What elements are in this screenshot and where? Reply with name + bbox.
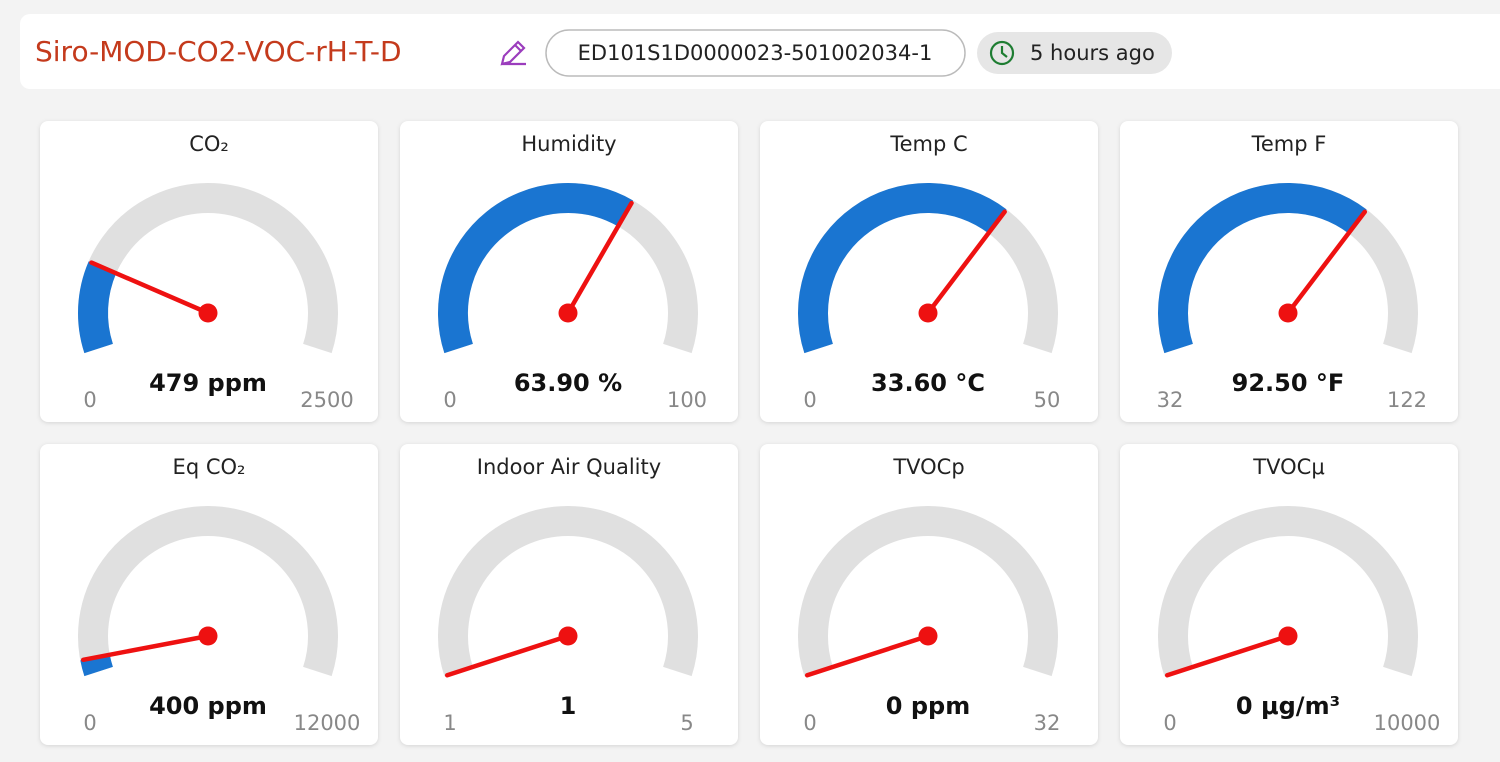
gauge-needle	[1164, 633, 1291, 678]
gauge-fill	[438, 183, 634, 354]
gauge-card: Indoor Air Quality 1 1 5	[400, 444, 738, 745]
gauge-needle	[1285, 209, 1368, 316]
device-id-pill	[545, 29, 966, 77]
card	[1120, 444, 1458, 745]
gauge-title: Temp F	[1251, 132, 1327, 156]
needle-hub	[918, 626, 938, 646]
card	[1120, 121, 1458, 422]
gauge-track	[1158, 506, 1418, 677]
needle-hub	[1278, 626, 1298, 646]
gauge-value: 0 μg/m³	[1236, 692, 1340, 720]
gauge-needle	[565, 200, 634, 316]
last-seen-pill	[977, 32, 1172, 74]
needle-hub	[918, 303, 938, 323]
last-seen: 5 hours ago	[1030, 41, 1155, 65]
card	[760, 121, 1098, 422]
gauge-needle	[89, 260, 211, 316]
gauge-max: 10000	[1374, 711, 1441, 735]
gauge-needle	[925, 209, 1007, 316]
gauge-fill	[798, 183, 1007, 354]
needle-hub	[198, 626, 218, 646]
gauge-needle	[80, 633, 211, 663]
gauge-card: CO₂ 479 ppm 0 2500	[40, 121, 378, 422]
gauge-min: 0	[803, 388, 816, 412]
gauge-card: Eq CO₂ 400 ppm 0 12000	[40, 444, 378, 745]
gauge-min: 0	[803, 711, 816, 735]
gauge-fill	[78, 261, 117, 354]
needle-hub	[558, 303, 578, 323]
gauge-needle	[804, 633, 931, 678]
gauge-title: Eq CO₂	[173, 455, 246, 479]
gauge-track	[78, 506, 338, 677]
gauge-max: 12000	[294, 711, 361, 735]
needle-hub	[198, 303, 218, 323]
gauge-title: Indoor Air Quality	[477, 455, 661, 479]
gauge-fill	[1158, 183, 1367, 354]
gauge-track	[798, 506, 1058, 677]
gauge-title: Humidity	[521, 132, 616, 156]
gauge-min: 0	[443, 388, 456, 412]
card	[760, 444, 1098, 745]
gauge-track	[438, 506, 698, 677]
gauge-card: TVOCμ 0 μg/m³ 0 10000	[1120, 444, 1458, 745]
gauge-title: TVOCμ	[1252, 455, 1324, 479]
device-title: Siro-MOD-CO2-VOC-rH-T-D	[35, 35, 402, 68]
edit-icon[interactable]	[500, 40, 526, 66]
gauge-title: TVOCp	[892, 455, 964, 479]
gauge-value: 0 ppm	[886, 692, 970, 720]
gauge-value: 92.50 °F	[1232, 369, 1345, 397]
gauge-card: Temp C 33.60 °C 0 50	[760, 121, 1098, 422]
card	[400, 444, 738, 745]
needle-hub	[558, 626, 578, 646]
gauge-min: 0	[83, 388, 96, 412]
gauge-min: 0	[1163, 711, 1176, 735]
gauge-max: 122	[1387, 388, 1427, 412]
gauge-min: 1	[443, 711, 456, 735]
gauge-needle	[444, 633, 571, 678]
gauge-min: 0	[83, 711, 96, 735]
gauge-max: 100	[667, 388, 707, 412]
gauge-value: 33.60 °C	[871, 369, 985, 397]
gauge-max: 2500	[300, 388, 353, 412]
gauge-value: 1	[560, 692, 577, 720]
gauge-card: Humidity 63.90 % 0 100	[400, 121, 738, 422]
card	[40, 444, 378, 745]
gauge-max: 5	[680, 711, 693, 735]
gauge-value: 479 ppm	[149, 369, 267, 397]
gauge-title: Temp C	[889, 132, 967, 156]
needle-hub	[1278, 303, 1298, 323]
gauge-title: CO₂	[189, 132, 229, 156]
gauge-value: 63.90 %	[514, 369, 622, 397]
clock-icon	[989, 40, 1015, 66]
card	[40, 121, 378, 422]
gauge-min: 32	[1157, 388, 1184, 412]
gauge-max: 32	[1034, 711, 1061, 735]
card	[400, 121, 738, 422]
gauge-value: 400 ppm	[149, 692, 267, 720]
gauge-card: Temp F 92.50 °F 32 122	[1120, 121, 1458, 422]
device-id: ED101S1D0000023-501002034-1	[578, 41, 933, 65]
gauge-max: 50	[1034, 388, 1061, 412]
gauge-card: TVOCp 0 ppm 0 32	[760, 444, 1098, 745]
